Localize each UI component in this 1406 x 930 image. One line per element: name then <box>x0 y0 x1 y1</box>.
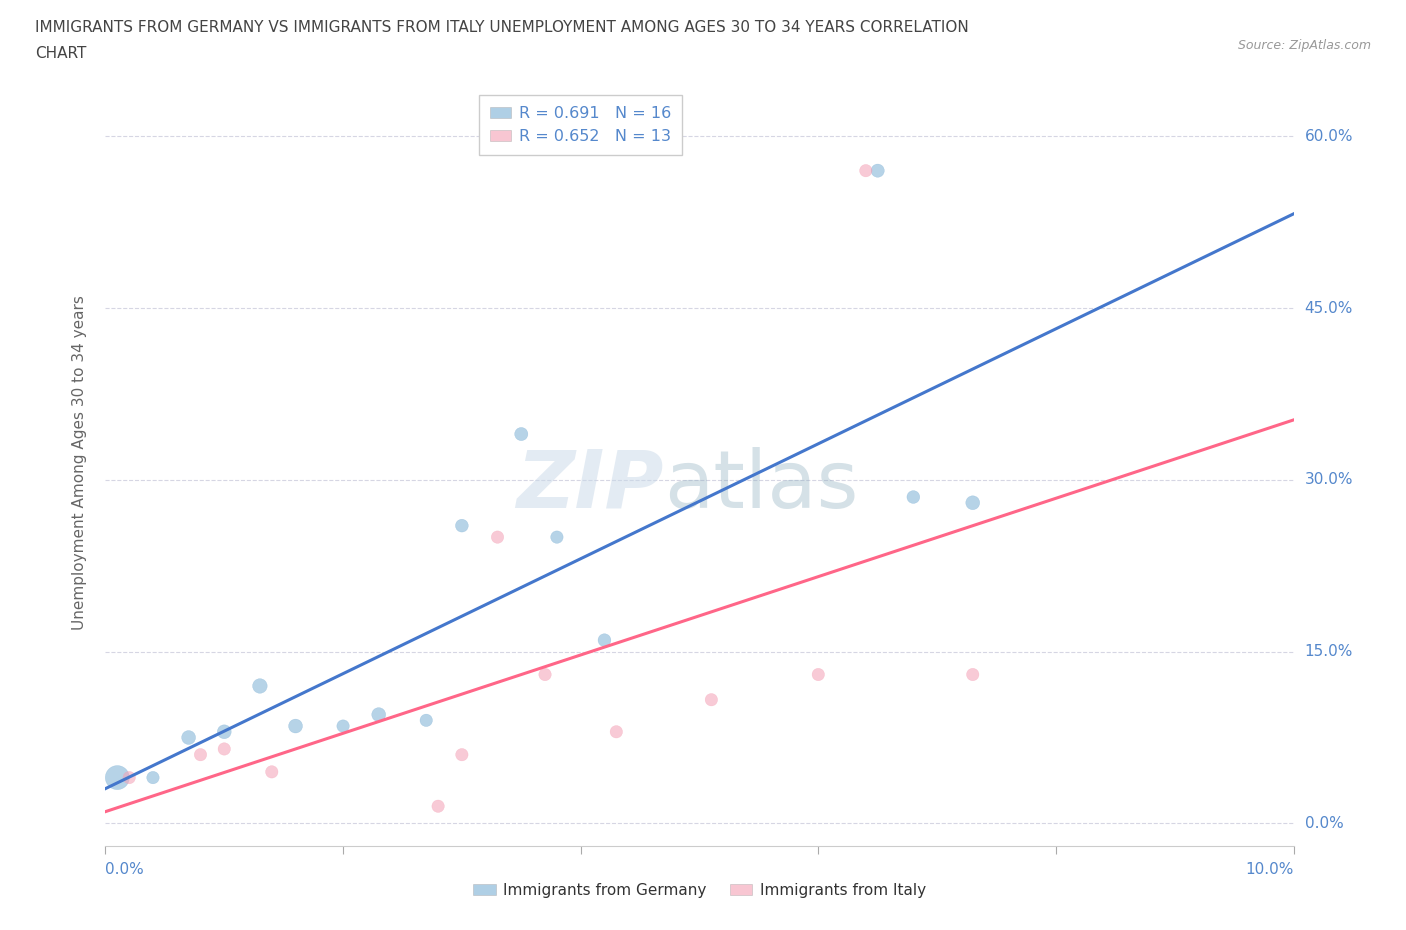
Text: 10.0%: 10.0% <box>1246 862 1294 877</box>
Point <box>284 719 307 734</box>
Text: ZIP: ZIP <box>516 446 664 525</box>
Point <box>260 764 283 779</box>
Point <box>450 747 472 762</box>
Point <box>367 707 389 722</box>
Point <box>214 741 236 756</box>
Point <box>486 530 509 545</box>
Text: 60.0%: 60.0% <box>1305 129 1353 144</box>
Point <box>534 667 557 682</box>
Text: 0.0%: 0.0% <box>105 862 145 877</box>
Text: IMMIGRANTS FROM GERMANY VS IMMIGRANTS FROM ITALY UNEMPLOYMENT AMONG AGES 30 TO 3: IMMIGRANTS FROM GERMANY VS IMMIGRANTS FR… <box>35 20 969 35</box>
Point <box>190 747 212 762</box>
Text: 15.0%: 15.0% <box>1305 644 1353 659</box>
Point <box>249 679 271 694</box>
Point <box>118 770 141 785</box>
Point <box>855 164 877 179</box>
Text: atlas: atlas <box>664 446 858 525</box>
Text: Source: ZipAtlas.com: Source: ZipAtlas.com <box>1237 39 1371 52</box>
Y-axis label: Unemployment Among Ages 30 to 34 years: Unemployment Among Ages 30 to 34 years <box>72 295 87 631</box>
Text: 45.0%: 45.0% <box>1305 300 1353 315</box>
Point <box>510 427 533 442</box>
Point <box>332 719 354 734</box>
Point <box>962 496 984 511</box>
Point <box>142 770 165 785</box>
Point <box>105 770 128 785</box>
Text: 30.0%: 30.0% <box>1305 472 1353 487</box>
Legend: Immigrants from Germany, Immigrants from Italy: Immigrants from Germany, Immigrants from… <box>467 877 932 904</box>
Point <box>700 692 723 707</box>
Point <box>546 530 568 545</box>
Point <box>427 799 450 814</box>
Point <box>807 667 830 682</box>
Point <box>903 489 925 504</box>
Point <box>866 164 889 179</box>
Point <box>962 667 984 682</box>
Text: CHART: CHART <box>35 46 87 61</box>
Text: 0.0%: 0.0% <box>1305 816 1343 830</box>
Point <box>415 713 437 728</box>
Point <box>605 724 627 739</box>
Point <box>593 632 616 647</box>
Point <box>177 730 200 745</box>
Point <box>214 724 236 739</box>
Point <box>450 518 472 533</box>
